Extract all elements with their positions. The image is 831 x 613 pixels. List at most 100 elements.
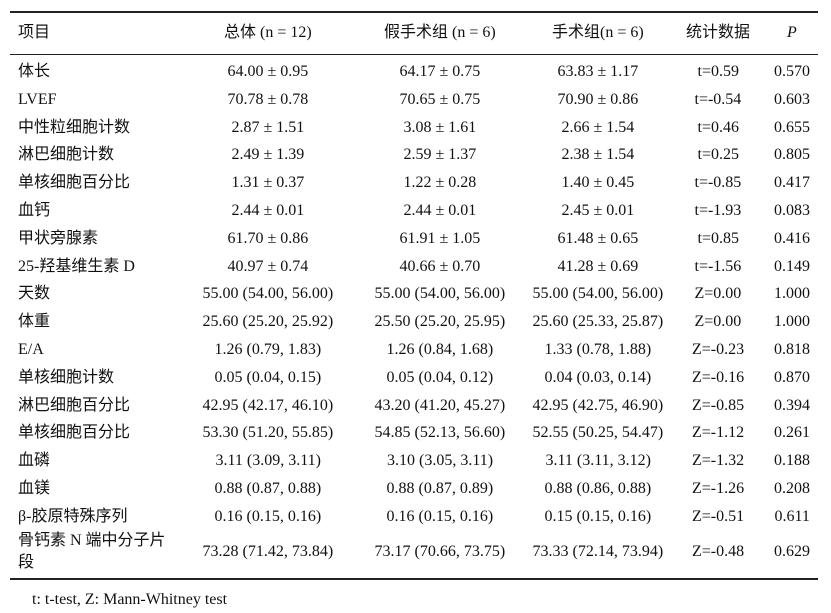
- table-cell: 63.83 ± 1.17: [557, 63, 639, 80]
- row-label: 血钙: [18, 202, 51, 219]
- table-cell: 55.00 (54.00, 56.00): [202, 285, 334, 303]
- table-cell: 1.22 ± 0.28: [403, 174, 477, 192]
- row-label: β-胶原特殊序列: [18, 507, 128, 525]
- table-cell: 52.55 (50.25, 54.47): [532, 424, 664, 442]
- table-cell: 64.17 ± 0.75: [399, 63, 481, 80]
- table-cell: 54.85 (52.13, 56.60): [374, 424, 506, 442]
- row-label: 25-羟基维生素 D: [18, 257, 135, 275]
- table-cell: 61.91 ± 1.05: [399, 229, 481, 247]
- table-cell: 61.70 ± 0.86: [227, 229, 309, 247]
- header-cell: 假手术组 (n = 6): [384, 24, 496, 41]
- table-cell: 25.60 (25.33, 25.87): [532, 313, 664, 331]
- table-cell: 0.818: [774, 341, 810, 358]
- table-cell: 2.66 ± 1.54: [561, 118, 635, 136]
- table-cell: 0.15 (0.15, 0.16): [544, 507, 652, 525]
- table-cell: 0.16 (0.15, 0.16): [214, 507, 322, 525]
- table-cell: t=-1.56: [694, 257, 742, 275]
- table-cell: 0.416: [774, 229, 810, 247]
- row-label: 淋巴细胞计数: [18, 146, 115, 164]
- table-cell: 3.08 ± 1.61: [403, 118, 477, 136]
- header-cell: 总体 (n = 12): [224, 24, 312, 41]
- table-cell: Z=-1.32: [692, 452, 745, 470]
- table-cell: Z=-0.16: [692, 368, 745, 386]
- table-cell: 0.083: [774, 202, 810, 219]
- table-cell: 0.603: [774, 90, 810, 108]
- table-cell: Z=0.00: [694, 313, 742, 331]
- header-cell: 项目: [18, 24, 51, 41]
- table-cell: 64.00 ± 0.95: [227, 63, 309, 80]
- table-cell: 1.000: [774, 285, 810, 303]
- table-cell: 73.17 (70.66, 73.75): [374, 543, 506, 560]
- table-cell: 0.805: [774, 146, 810, 164]
- table-cell: Z=-0.51: [692, 507, 745, 525]
- table-cell: Z=-1.26: [692, 480, 745, 497]
- header-rule: [10, 54, 818, 55]
- row-label: 骨钙素 N 端中分子片段: [18, 532, 166, 571]
- row-label: 淋巴细胞百分比: [18, 396, 131, 414]
- table-cell: t=0.25: [697, 146, 739, 164]
- row-label: 单核细胞百分比: [18, 174, 131, 192]
- bottom-rule: [10, 578, 818, 580]
- header-cell: P: [787, 24, 797, 41]
- row-label: 甲状旁腺素: [18, 229, 99, 247]
- table-cell: t=-0.54: [694, 90, 742, 108]
- table-cell: 0.16 (0.15, 0.16): [386, 507, 494, 525]
- table-cell: 2.44 ± 0.01: [403, 202, 477, 219]
- table-cell: 0.261: [774, 424, 810, 442]
- table-cell: 2.38 ± 1.54: [561, 146, 635, 164]
- table-cell: 25.60 (25.20, 25.92): [202, 313, 334, 331]
- table-cell: 40.66 ± 0.70: [399, 257, 481, 275]
- table-cell: 0.394: [774, 396, 810, 414]
- table-cell: 55.00 (54.00, 56.00): [374, 285, 506, 303]
- table-cell: 0.88 (0.87, 0.89): [386, 480, 494, 497]
- table-cell: 55.00 (54.00, 56.00): [532, 285, 664, 303]
- table-cell: 1.26 (0.84, 1.68): [386, 341, 494, 358]
- table-cell: t=0.85: [697, 229, 739, 247]
- row-label: 单核细胞计数: [18, 368, 115, 386]
- table-cell: 43.20 (41.20, 45.27): [374, 396, 506, 414]
- table-cell: 2.49 ± 1.39: [231, 146, 305, 164]
- table-cell: 0.188: [774, 452, 810, 470]
- table-cell: 1.000: [774, 313, 810, 331]
- row-label: 单核细胞百分比: [18, 424, 131, 442]
- table-cell: 70.90 ± 0.86: [557, 90, 639, 108]
- table-cell: 0.05 (0.04, 0.15): [214, 368, 322, 386]
- table-cell: 0.88 (0.87, 0.88): [214, 480, 322, 497]
- table-cell: 53.30 (51.20, 55.85): [202, 424, 334, 442]
- table-cell: 2.44 ± 0.01: [231, 202, 305, 219]
- table-cell: 2.45 ± 0.01: [561, 202, 635, 219]
- row-label: 天数: [18, 285, 51, 303]
- table-cell: 2.59 ± 1.37: [403, 146, 477, 164]
- top-rule: [10, 11, 818, 13]
- table-cell: 3.11 (3.09, 3.11): [215, 452, 321, 470]
- table-cell: 2.87 ± 1.51: [231, 118, 305, 136]
- table-cell: t=0.59: [697, 63, 739, 80]
- header-cell: 统计数据: [686, 24, 751, 41]
- table-cell: 25.50 (25.20, 25.95): [374, 313, 506, 331]
- row-label: 体重: [18, 313, 51, 331]
- row-label: 中性粒细胞计数: [18, 118, 131, 136]
- table-cell: 1.40 ± 0.45: [561, 174, 635, 192]
- table-cell: 0.870: [774, 368, 810, 386]
- table-cell: 1.31 ± 0.37: [231, 174, 305, 192]
- row-label: LVEF: [18, 90, 57, 108]
- table-cell: 42.95 (42.75, 46.90): [532, 396, 664, 414]
- table-cell: t=-1.93: [694, 202, 742, 219]
- table-cell: 70.78 ± 0.78: [227, 90, 309, 108]
- table-cell: Z=0.00: [694, 285, 742, 303]
- table-cell: 3.11 (3.11, 3.12): [545, 452, 651, 470]
- table-cell: 0.629: [774, 543, 810, 560]
- table-cell: 0.611: [774, 507, 810, 525]
- row-label: 血磷: [18, 452, 51, 470]
- table-cell: 0.88 (0.86, 0.88): [544, 480, 652, 497]
- table-cell: 73.28 (71.42, 73.84): [202, 543, 334, 560]
- table-cell: 70.65 ± 0.75: [399, 90, 481, 108]
- table-cell: 42.95 (42.17, 46.10): [202, 396, 334, 414]
- table-cell: 0.05 (0.04, 0.12): [386, 368, 494, 386]
- table-cell: 40.97 ± 0.74: [227, 257, 309, 275]
- table-cell: t=0.46: [697, 118, 739, 136]
- header-cell: 手术组(n = 6): [552, 24, 644, 41]
- table-cell: 41.28 ± 0.69: [557, 257, 639, 275]
- table-cell: Z=-0.23: [692, 341, 745, 358]
